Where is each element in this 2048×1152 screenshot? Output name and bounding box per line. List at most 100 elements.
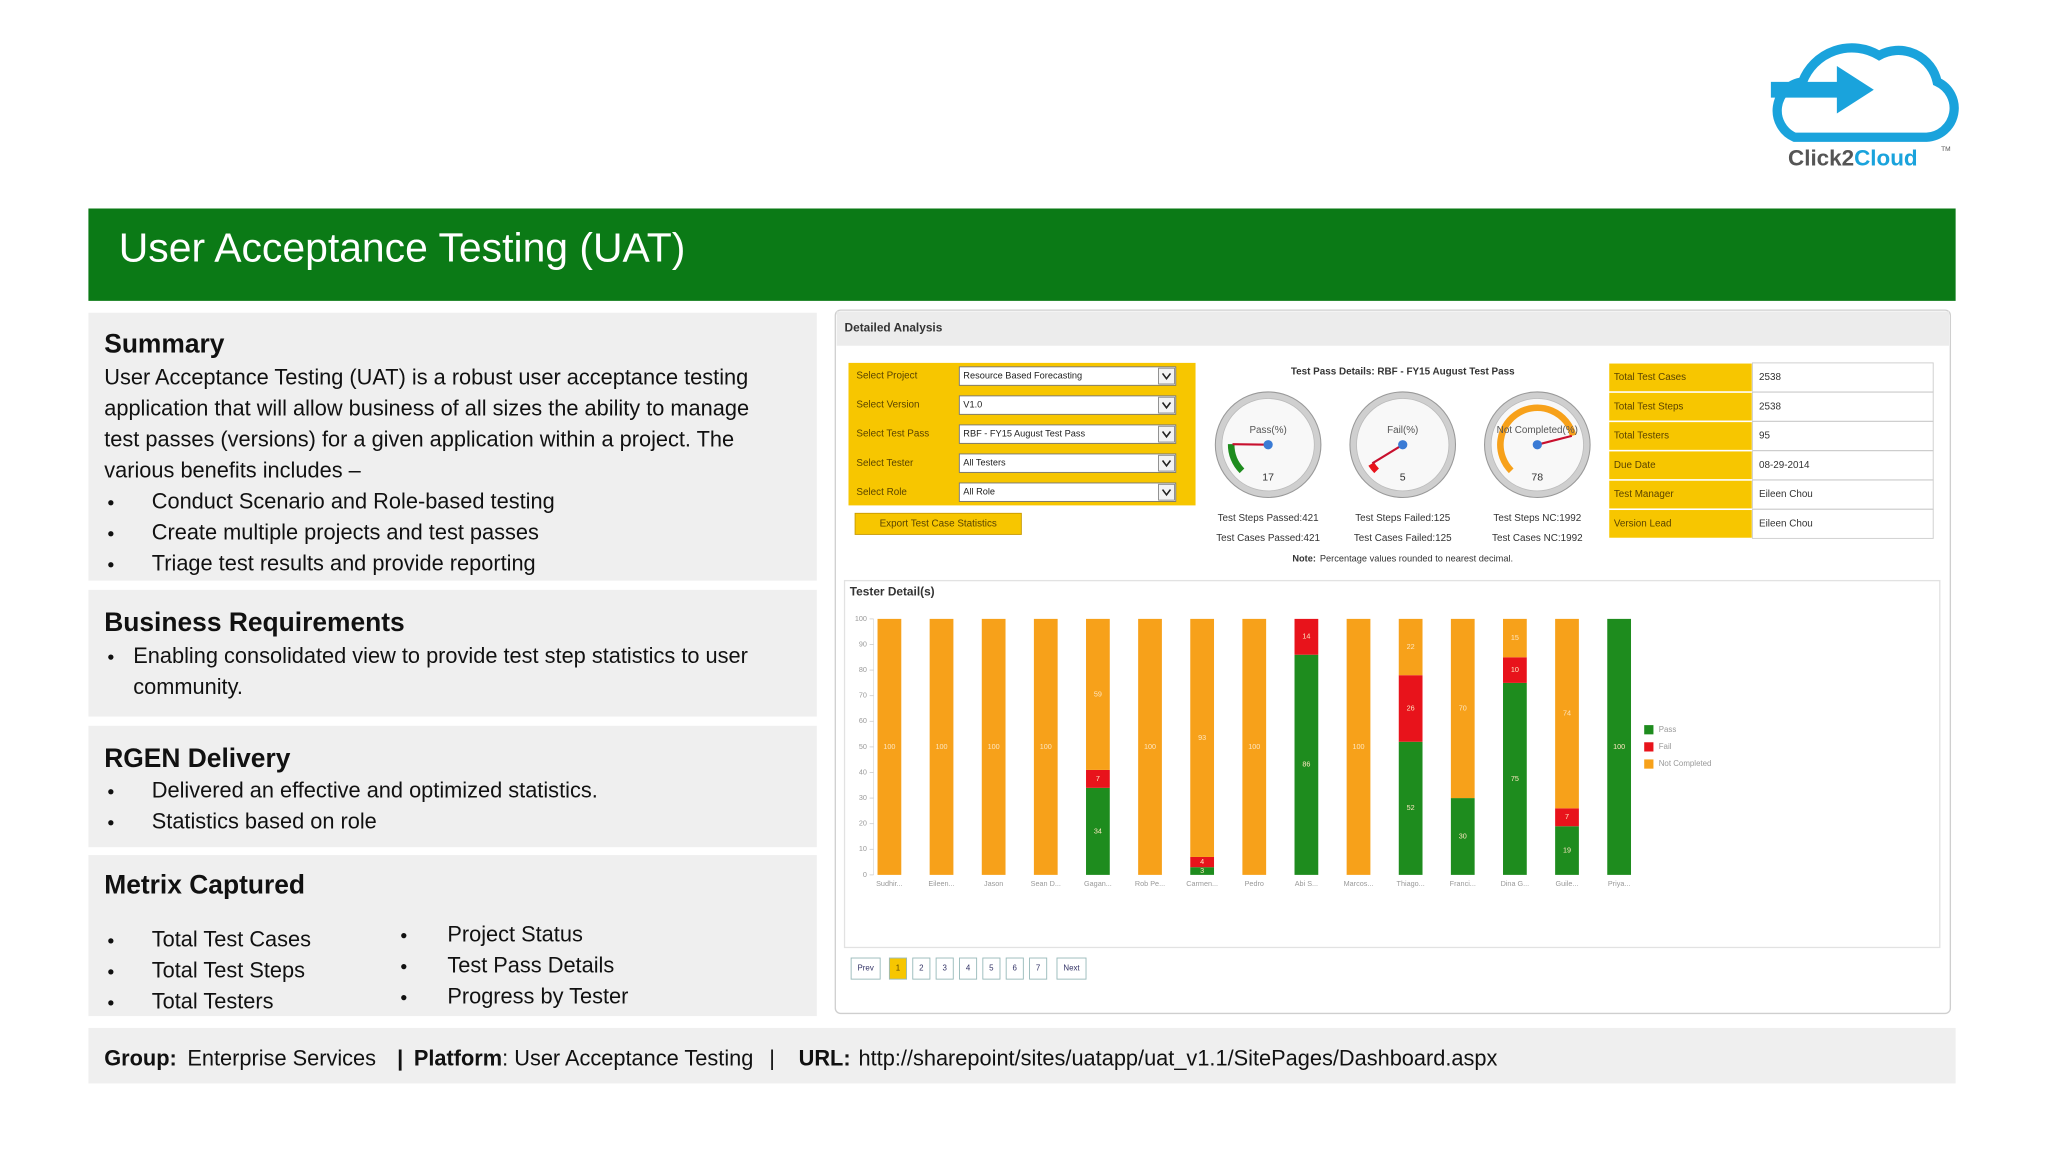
- page-button-label: Next: [1063, 964, 1080, 973]
- bar-value-label: 74: [1563, 709, 1571, 718]
- bullet-text: Delivered an effective and optimized sta…: [152, 778, 598, 803]
- legend-label: Fail: [1659, 742, 1672, 751]
- bar-segment: [1398, 618, 1423, 676]
- bar-segment: [1503, 682, 1527, 875]
- bar-segment: [1294, 618, 1319, 655]
- bar-value-label: 93: [1198, 733, 1206, 742]
- filter-label: Select Role: [856, 487, 907, 498]
- bullet-text: Triage test results and provide reportin…: [152, 551, 536, 576]
- filter-value: V1.0: [963, 400, 982, 410]
- metrix-panel: [88, 855, 817, 1017]
- business-panel: [88, 589, 817, 717]
- x-tick-label: Carmen...: [1186, 879, 1218, 888]
- info-label: Total Test Steps: [1614, 401, 1684, 412]
- bullet-text: Project Status: [447, 921, 583, 946]
- info-label: Test Manager: [1614, 489, 1675, 500]
- info-label-cell: [1607, 450, 1754, 481]
- page-button: [1029, 957, 1048, 980]
- x-tick-label: Dina G...: [1501, 879, 1530, 888]
- filter-select: [958, 453, 1177, 473]
- dropdown-button: [1158, 396, 1175, 414]
- gauge-hub: [1532, 440, 1542, 450]
- x-tick-label: Gagan...: [1084, 879, 1112, 888]
- bar-value-label: 100: [883, 742, 895, 751]
- bullet: [401, 932, 407, 939]
- footer-separator: |: [769, 1045, 775, 1070]
- bar-segment: [1398, 675, 1423, 742]
- info-label-cell: [1607, 362, 1754, 393]
- bar-segment: [981, 618, 1006, 875]
- bullet: [401, 963, 407, 970]
- note: Note: Percentage values rounded to neares…: [1292, 554, 1513, 564]
- filter-label: Select Test Pass: [856, 429, 929, 440]
- y-tick-label: 20: [859, 819, 867, 828]
- page-button: [1005, 957, 1024, 980]
- filter-label: Select Version: [856, 400, 919, 411]
- bar-value-label: 3: [1200, 866, 1204, 875]
- logo-arrow: [1770, 65, 1874, 114]
- bar-value-label: 86: [1302, 760, 1310, 769]
- bar-value-label: 100: [1613, 742, 1625, 751]
- bar-segment: [1555, 808, 1579, 827]
- export-button-label: Export Test Case Statistics: [880, 518, 997, 529]
- bullet-text: community.: [133, 674, 243, 699]
- footer-url: http://sharepoint/sites/uatapp/uat_v1.1/…: [859, 1045, 1498, 1070]
- dashboard-header: [836, 311, 1950, 346]
- paragraph-line: User Acceptance Testing (UAT) is a robus…: [104, 364, 748, 389]
- gauge-caption: Test Cases NC:1992: [1492, 533, 1583, 544]
- info-value-cell: [1751, 421, 1934, 451]
- dropdown-button: [1158, 425, 1175, 443]
- x-tick-label: Franci...: [1450, 879, 1476, 888]
- gauge-hub: [1263, 440, 1273, 450]
- y-tick-label: 80: [859, 665, 867, 674]
- gauge-needle: [1371, 443, 1404, 465]
- chart-box: [843, 579, 1941, 949]
- page-button: [888, 957, 908, 980]
- section-heading: Business Requirements: [104, 607, 404, 637]
- legend-label: Not Completed: [1659, 759, 1712, 768]
- dropdown-arrow: [1161, 431, 1172, 439]
- page-button: [850, 957, 881, 980]
- bar-segment: [1138, 618, 1162, 875]
- y-tick-label: 40: [859, 767, 867, 776]
- filter-value: RBF - FY15 August Test Pass: [963, 429, 1085, 439]
- logo-text: Click2Cloud: [1788, 146, 1918, 171]
- info-value: 08-29-2014: [1759, 460, 1810, 471]
- section-heading: Metrix Captured: [104, 870, 305, 900]
- x-tick-label: Guile...: [1556, 879, 1579, 888]
- bar-value-label: 70: [1459, 703, 1467, 712]
- filter-select: [958, 366, 1177, 386]
- bar-value-label: 4: [1200, 857, 1204, 866]
- bar-value-label: 100: [935, 742, 947, 751]
- bar-value-label: 15: [1511, 633, 1519, 642]
- gauge-title: Pass(%): [1249, 425, 1286, 436]
- page-button: [935, 957, 954, 980]
- x-tick-label: Marcos...: [1344, 879, 1374, 888]
- y-tick-label: 60: [859, 716, 867, 725]
- info-label: Total Testers: [1614, 431, 1669, 442]
- pass-details-title: Test Pass Details: RBF - FY15 August Tes…: [1291, 367, 1515, 378]
- gauge-title: Fail(%): [1387, 425, 1418, 436]
- dropdown-arrow: [1161, 489, 1172, 497]
- bar-segment: [1607, 618, 1632, 875]
- x-tick-label: Thiago...: [1397, 879, 1425, 888]
- bar-value-label: 26: [1407, 703, 1415, 712]
- paragraph-line: various benefits includes –: [104, 458, 361, 483]
- header-band: [88, 208, 1956, 301]
- bar-value-label: 7: [1096, 774, 1100, 783]
- info-label: Due Date: [1614, 460, 1656, 471]
- gauge-arc: [1368, 462, 1379, 474]
- dropdown-arrow: [1161, 460, 1172, 468]
- footer-group-label: Group:: [104, 1045, 177, 1070]
- gauge-arc: [1227, 443, 1245, 474]
- y-tick-label: 50: [859, 742, 867, 751]
- footer-platform: : User Acceptance Testing: [502, 1045, 753, 1070]
- info-value: 95: [1759, 431, 1770, 442]
- bar-value-label: 19: [1563, 845, 1571, 854]
- legend-swatch: [1644, 725, 1654, 735]
- bar-value-label: 100: [1248, 742, 1260, 751]
- page-button: [912, 957, 931, 980]
- filter-label: Select Tester: [856, 458, 914, 469]
- bullet-text: Total Test Cases: [152, 927, 311, 952]
- bullet-text: Progress by Tester: [447, 983, 628, 1008]
